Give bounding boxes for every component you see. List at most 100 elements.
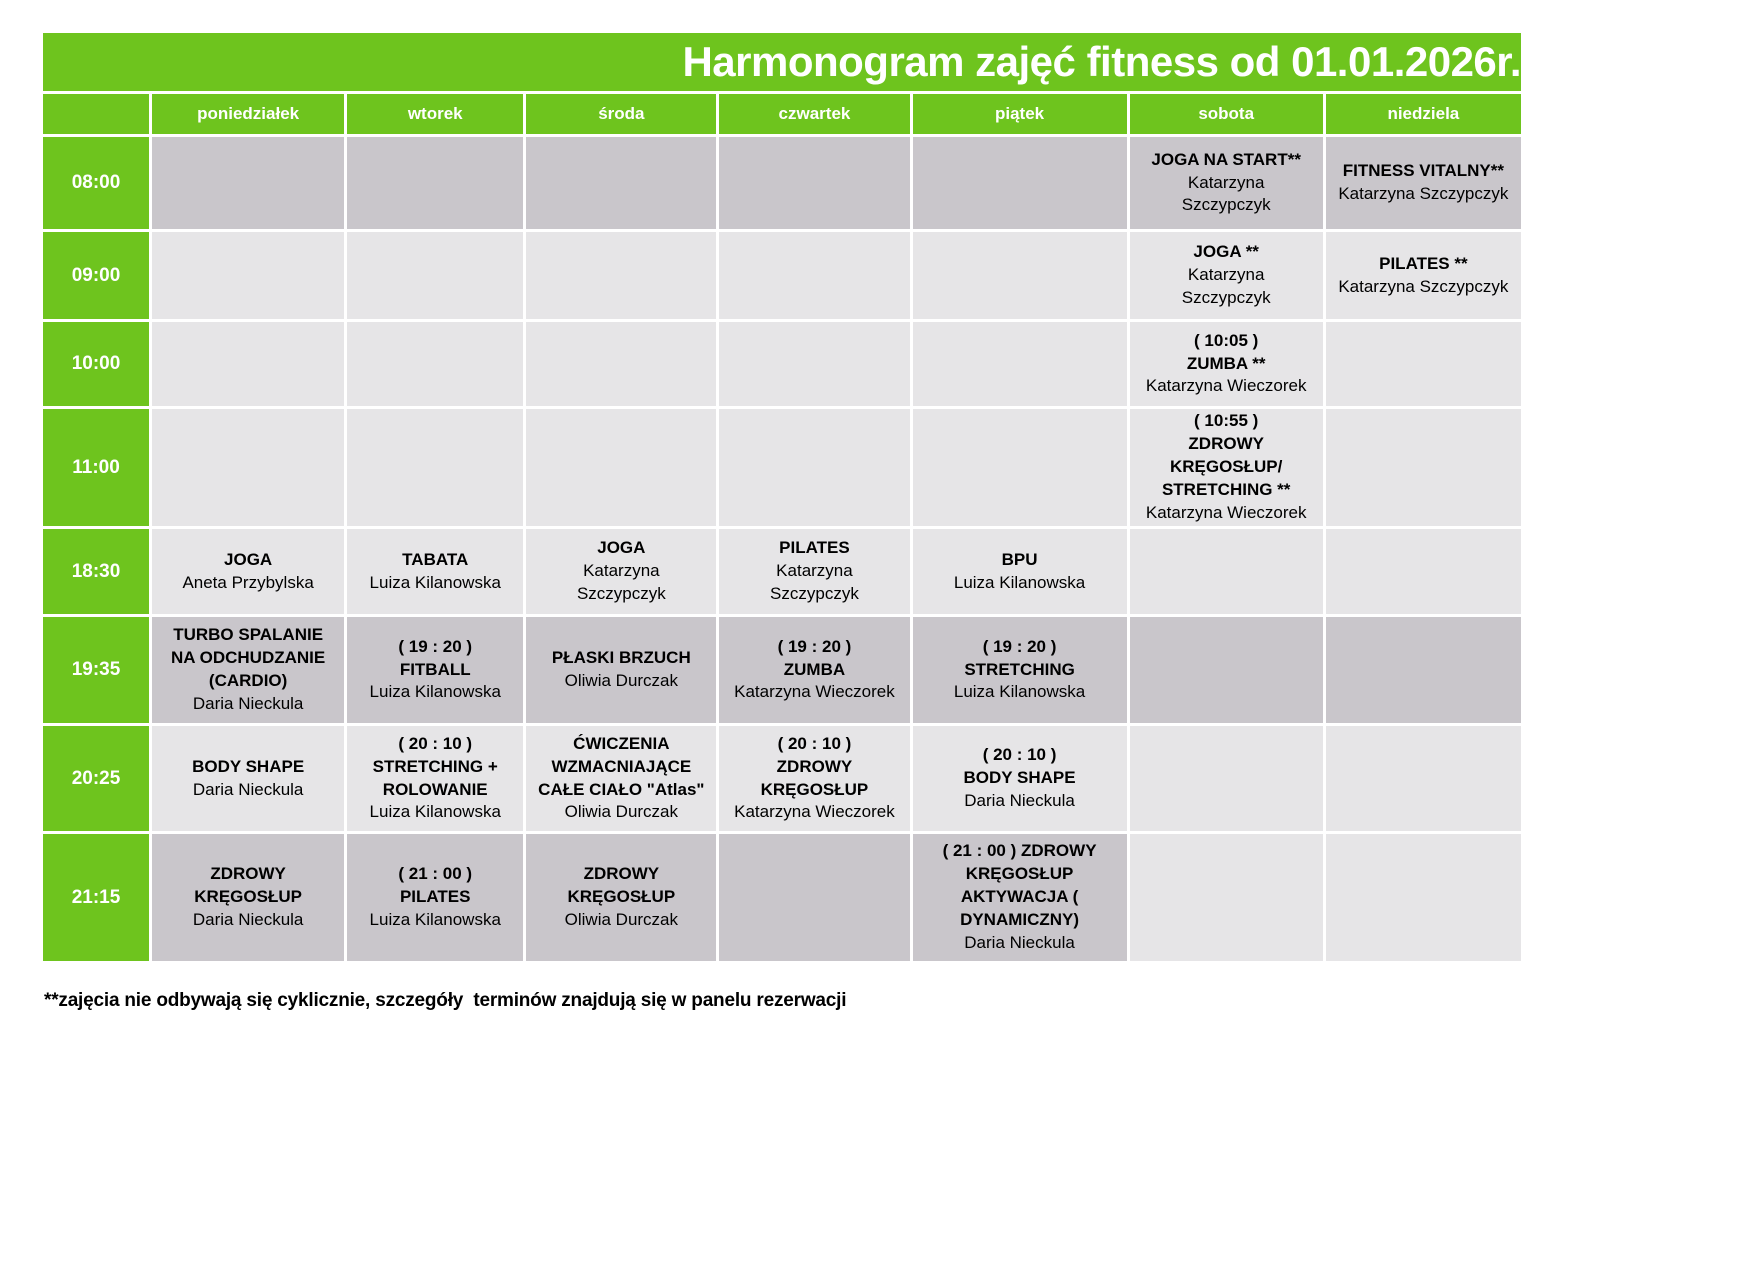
class-name: TURBO SPALANIE NA ODCHUDZANIE (CARDIO) (170, 625, 326, 690)
class-cell-sunday-1000 (1325, 322, 1521, 406)
class-name: ( 10:05 ) ZUMBA ** (1186, 330, 1266, 373)
class-cell-friday-1935: ( 19 : 20 ) STRETCHING Luiza Kilanowska (912, 617, 1127, 723)
schedule-row-1100: 11:00 ( 10:55 ) ZDROWY KRĘGOSŁUP/ STRETCH… (43, 409, 1521, 526)
class-cell-friday-2025: ( 20 : 10 ) BODY SHAPE Daria Nieckula (912, 726, 1127, 831)
class-name: ZDROWY KRĘGOSŁUP (567, 864, 676, 907)
instructor-name: Luiza Kilanowska (369, 682, 501, 702)
class-cell-tuesday-2115: ( 21 : 00 ) PILATES Luiza Kilanowska (347, 834, 524, 961)
instructor-name: Katarzyna Wieczorek (1145, 502, 1307, 522)
class-name: ( 20 : 10 ) ZDROWY KRĘGOSŁUP (760, 733, 869, 799)
class-name: JOGA NA START** (1151, 149, 1301, 169)
class-cell-thursday-0800 (719, 137, 910, 229)
class-cell-monday-1830: JOGA Aneta Przybylska (152, 529, 345, 614)
class-cell-thursday-2025: ( 20 : 10 ) ZDROWY KRĘGOSŁUP Katarzyna Wi… (719, 726, 910, 831)
class-cell-wednesday-1000 (526, 322, 717, 406)
class-cell-friday-2115: ( 21 : 00 ) ZDROWY KRĘGOSŁUP AKTYWACJA (… (912, 834, 1127, 961)
class-name: ( 20 : 10 ) BODY SHAPE (963, 745, 1076, 788)
day-header-thursday: czwartek (719, 94, 910, 134)
instructor-name: Luiza Kilanowska (369, 802, 501, 822)
time-label-0900: 09:00 (43, 232, 150, 319)
instructor-name: Katarzyna Wieczorek (734, 682, 895, 702)
class-name: JOGA (224, 549, 273, 569)
class-cell-saturday-1935 (1129, 617, 1323, 723)
class-cell-wednesday-1935: PŁASKI BRZUCH Oliwia Durczak (526, 617, 717, 723)
instructor-name: Katarzyna Szczypczyk (770, 561, 859, 603)
class-cell-monday-1000 (152, 322, 345, 406)
class-cell-monday-0800 (152, 137, 345, 229)
day-header-saturday: sobota (1129, 94, 1323, 134)
class-cell-sunday-1935 (1325, 617, 1521, 723)
class-cell-thursday-1830: PILATES Katarzyna Szczypczyk (719, 529, 910, 614)
class-cell-tuesday-1100 (347, 409, 524, 526)
class-cell-saturday-0800: JOGA NA START** Katarzyna Szczypczyk (1129, 137, 1323, 229)
schedule-row-1935: 19:35 TURBO SPALANIE NA ODCHUDZANIE (CARD… (43, 617, 1521, 723)
class-cell-friday-1100 (912, 409, 1127, 526)
instructor-name: Oliwia Durczak (564, 909, 679, 929)
class-cell-monday-2025: BODY SHAPE Daria Nieckula (152, 726, 345, 831)
instructor-name: Katarzyna Szczypczyk (1338, 184, 1509, 203)
class-cell-wednesday-2115: ZDROWY KRĘGOSŁUP Oliwia Durczak (526, 834, 717, 961)
class-cell-wednesday-1100 (526, 409, 717, 526)
instructor-name: Oliwia Durczak (564, 671, 679, 690)
class-name: ( 20 : 10 ) STRETCHING + ROLOWANIE (372, 733, 498, 799)
class-cell-monday-2115: ZDROWY KRĘGOSŁUP Daria Nieckula (152, 834, 345, 961)
class-name: ZDROWY KRĘGOSŁUP (194, 864, 302, 907)
time-label-2025: 20:25 (43, 726, 150, 831)
class-cell-sunday-1830 (1325, 529, 1521, 614)
corner-cell (43, 94, 150, 134)
class-cell-sunday-2115 (1325, 834, 1521, 961)
instructor-name: Katarzyna Szczypczyk (1338, 276, 1509, 296)
class-cell-saturday-0900: JOGA ** Katarzyna Szczypczyk (1129, 232, 1323, 319)
class-cell-saturday-2115 (1129, 834, 1323, 961)
instructor-name: Daria Nieckula (964, 790, 1075, 810)
class-cell-friday-0900 (912, 232, 1127, 319)
class-cell-monday-0900 (152, 232, 345, 319)
time-label-1100: 11:00 (43, 409, 150, 526)
schedule-row-1830: 18:30 JOGA Aneta Przybylska TABATA Luiza Kil… (43, 529, 1521, 614)
schedule-row-2115: 21:15 ZDROWY KRĘGOSŁUP Daria Nieckula( 21 … (43, 834, 1521, 961)
instructor-name: Katarzyna Wieczorek (1145, 376, 1307, 396)
class-cell-thursday-0900 (719, 232, 910, 319)
time-label-1000: 10:00 (43, 322, 150, 406)
time-label-2115: 21:15 (43, 834, 150, 961)
class-name: ( 10:55 ) ZDROWY KRĘGOSŁUP/ STRETCHING *… (1161, 411, 1291, 499)
class-cell-saturday-1830 (1129, 529, 1323, 614)
time-label-1830: 18:30 (43, 529, 150, 614)
class-cell-friday-0800 (912, 137, 1127, 229)
class-name: ( 19 : 20 ) STRETCHING (964, 636, 1075, 679)
instructor-name: Oliwia Durczak (564, 802, 679, 822)
class-cell-saturday-1000: ( 10:05 ) ZUMBA ** Katarzyna Wieczorek (1129, 322, 1323, 406)
instructor-name: Luiza Kilanowska (953, 572, 1086, 592)
class-name: ( 19 : 20 ) FITBALL (398, 636, 473, 679)
class-name: TABATA (402, 549, 469, 569)
instructor-name: Daria Nieckula (964, 932, 1075, 952)
class-name: FITNESS VITALNY** (1342, 161, 1504, 181)
instructor-name: Katarzyna Szczypczyk (1181, 265, 1271, 307)
class-cell-sunday-0800: FITNESS VITALNY** Katarzyna Szczypczyk (1325, 137, 1521, 229)
class-cell-saturday-2025 (1129, 726, 1323, 831)
class-cell-tuesday-0800 (347, 137, 524, 229)
instructor-name: Katarzyna Wieczorek (734, 802, 895, 822)
schedule-row-1000: 10:00 ( 10:05 ) ZUMBA ** Katarzyna Wieczor… (43, 322, 1521, 406)
day-header-tuesday: wtorek (347, 94, 524, 134)
class-cell-tuesday-1830: TABATA Luiza Kilanowska (347, 529, 524, 614)
class-cell-thursday-1100 (719, 409, 910, 526)
schedule-page: Harmonogram zajęć fitness od 01.01.2026r… (40, 30, 1524, 1012)
schedule-row-0800: 08:00 JOGA NA START** Katarzyna Szczypczyk… (43, 137, 1521, 229)
class-cell-thursday-1935: ( 19 : 20 ) ZUMBA Katarzyna Wieczorek (719, 617, 910, 723)
class-cell-monday-1100 (152, 409, 345, 526)
day-header-row: poniedziałek wtorek środa czwartek piątek sob… (43, 94, 1521, 134)
instructor-name: Luiza Kilanowska (953, 682, 1086, 702)
class-cell-sunday-1100 (1325, 409, 1521, 526)
class-cell-friday-1830: BPU Luiza Kilanowska (912, 529, 1127, 614)
class-name: JOGA (597, 538, 646, 558)
class-cell-sunday-2025 (1325, 726, 1521, 831)
class-cell-tuesday-2025: ( 20 : 10 ) STRETCHING + ROLOWANIE Luiza … (347, 726, 524, 831)
class-name: BODY SHAPE (192, 756, 305, 776)
title-row: Harmonogram zajęć fitness od 01.01.2026r… (43, 33, 1522, 91)
instructor-name: Katarzyna Szczypczyk (1181, 172, 1271, 215)
time-label-1935: 19:35 (43, 617, 150, 723)
class-name: ( 21 : 00 ) ZDROWY KRĘGOSŁUP AKTYWACJA (… (942, 841, 1097, 929)
instructor-name: Luiza Kilanowska (369, 909, 501, 929)
class-name: ĆWICZENIA WZMACNIAJĄCE CAŁE CIAŁO "Atlas… (538, 733, 705, 799)
